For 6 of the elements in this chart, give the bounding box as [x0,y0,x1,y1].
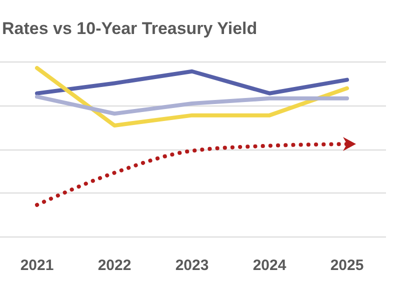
x-tick-label: 2022 [98,257,132,274]
x-tick-label: 2024 [252,257,287,274]
x-tick-label: 2025 [330,257,364,274]
chart-title: Rates vs 10-Year Treasury Yield [2,19,258,38]
x-tick-label: 2023 [175,257,209,274]
x-tick-label: 2021 [20,257,54,274]
